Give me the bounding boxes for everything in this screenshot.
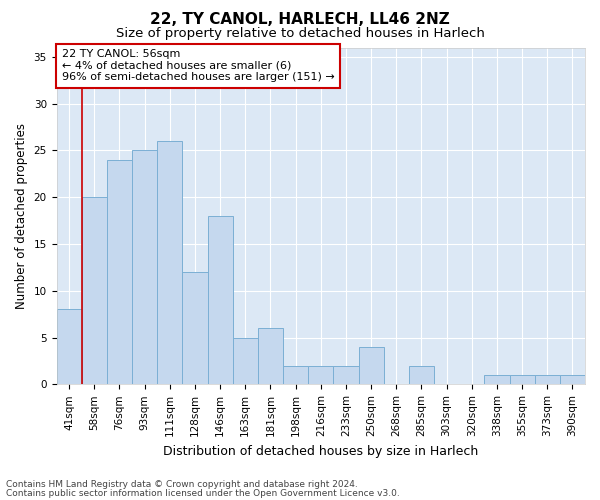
Bar bbox=[509, 375, 535, 384]
Bar bbox=[208, 216, 233, 384]
X-axis label: Distribution of detached houses by size in Harlech: Distribution of detached houses by size … bbox=[163, 444, 478, 458]
Bar bbox=[182, 272, 208, 384]
Text: Contains HM Land Registry data © Crown copyright and database right 2024.: Contains HM Land Registry data © Crown c… bbox=[6, 480, 358, 489]
Bar bbox=[233, 338, 258, 384]
Text: Size of property relative to detached houses in Harlech: Size of property relative to detached ho… bbox=[116, 28, 484, 40]
Bar bbox=[359, 347, 383, 385]
Bar bbox=[56, 310, 82, 384]
Text: Contains public sector information licensed under the Open Government Licence v3: Contains public sector information licen… bbox=[6, 489, 400, 498]
Bar bbox=[132, 150, 157, 384]
Text: 22 TY CANOL: 56sqm
← 4% of detached houses are smaller (6)
96% of semi-detached : 22 TY CANOL: 56sqm ← 4% of detached hous… bbox=[62, 49, 335, 82]
Bar bbox=[308, 366, 334, 384]
Bar bbox=[535, 375, 560, 384]
Bar bbox=[409, 366, 434, 384]
Bar bbox=[283, 366, 308, 384]
Bar bbox=[107, 160, 132, 384]
Bar bbox=[484, 375, 509, 384]
Bar bbox=[334, 366, 359, 384]
Bar bbox=[258, 328, 283, 384]
Text: 22, TY CANOL, HARLECH, LL46 2NZ: 22, TY CANOL, HARLECH, LL46 2NZ bbox=[150, 12, 450, 28]
Y-axis label: Number of detached properties: Number of detached properties bbox=[15, 123, 28, 309]
Bar bbox=[82, 197, 107, 384]
Bar bbox=[560, 375, 585, 384]
Bar bbox=[157, 141, 182, 384]
